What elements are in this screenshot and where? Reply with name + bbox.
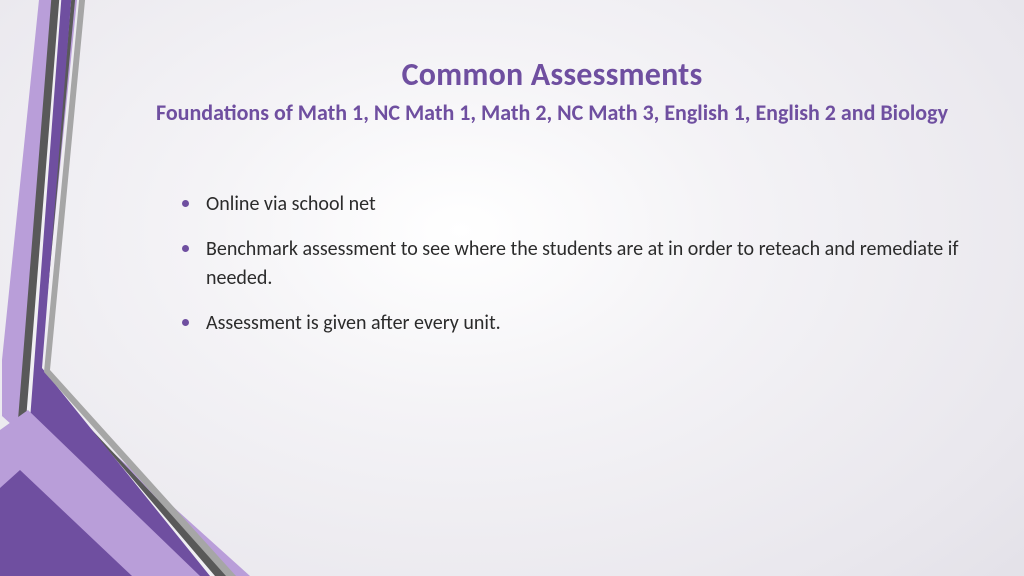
slide-title: Common Assessments	[140, 55, 964, 94]
list-item: Benchmark assessment to see where the st…	[182, 235, 964, 293]
slide-content: Common Assessments Foundations of Math 1…	[140, 55, 964, 354]
list-item: Assessment is given after every unit.	[182, 309, 964, 338]
bullet-list: Online via school net Benchmark assessme…	[140, 190, 964, 338]
list-item: Online via school net	[182, 190, 964, 219]
slide-subtitle: Foundations of Math 1, NC Math 1, Math 2…	[140, 98, 964, 128]
